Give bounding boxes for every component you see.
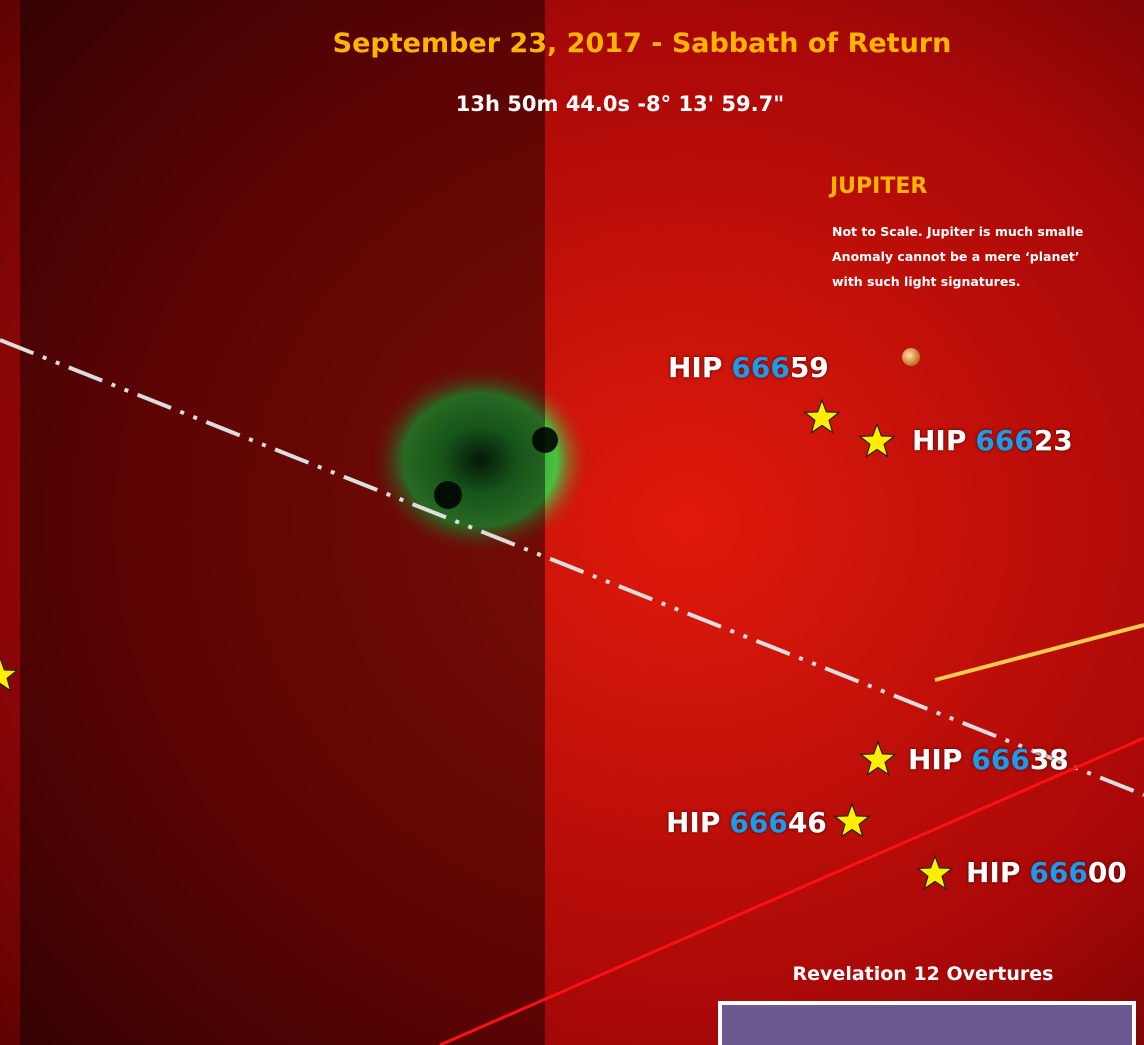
label-prefix: HIP (908, 743, 962, 776)
coordinates: 13h 50m 44.0s -8° 13' 59.7" (0, 92, 1144, 116)
page: September 23, 2017 - Sabbath of Return 1… (0, 0, 1144, 1045)
jupiter (902, 348, 920, 366)
star-label: HIP 66646 (666, 806, 827, 839)
title: September 23, 2017 - Sabbath of Return (0, 28, 1144, 59)
jupiter-heading: JUPITER (830, 174, 927, 199)
label-highlight: 666 (971, 743, 1029, 776)
label-suffix: 00 (1088, 856, 1127, 889)
note-line: Not to Scale. Jupiter is much smalle (832, 224, 1083, 239)
label-highlight: 666 (975, 424, 1033, 457)
note-line: Anomaly cannot be a mere ‘planet’ (832, 249, 1080, 264)
dark-panel (20, 0, 545, 1045)
label-prefix: HIP (912, 424, 966, 457)
caption: Revelation 12 Overtures (713, 963, 1133, 985)
label-suffix: 38 (1030, 743, 1069, 776)
star-label: HIP 66623 (912, 424, 1073, 457)
label-highlight: 666 (1029, 856, 1087, 889)
label-suffix: 46 (788, 806, 827, 839)
label-suffix: 59 (790, 351, 829, 384)
label-prefix: HIP (668, 351, 722, 384)
note-line: with such light signatures. (832, 274, 1021, 289)
label-prefix: HIP (666, 806, 720, 839)
star-label: HIP 66600 (966, 856, 1127, 889)
label-highlight: 666 (731, 351, 789, 384)
star-label: HIP 66659 (668, 351, 829, 384)
label-suffix: 23 (1034, 424, 1073, 457)
label-prefix: HIP (966, 856, 1020, 889)
overture-image (720, 1003, 1134, 1045)
label-highlight: 666 (729, 806, 787, 839)
star-label: HIP 66638 (908, 743, 1069, 776)
